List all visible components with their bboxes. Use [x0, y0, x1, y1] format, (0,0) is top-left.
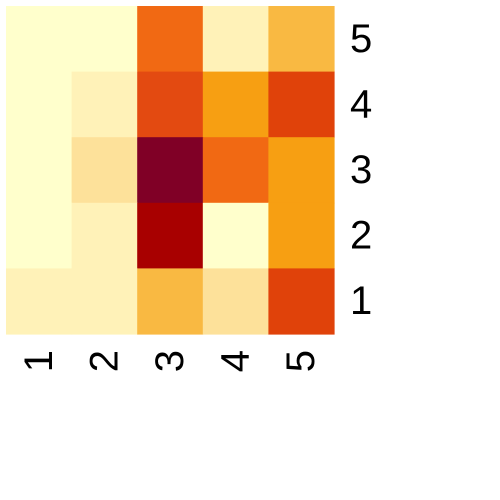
- heatmap-cell-x3-y1: [137, 268, 204, 335]
- heatmap-cell-x2-y1: [71, 268, 138, 335]
- heatmap-cell-x3-y2: [137, 202, 204, 269]
- y-tick-label-1: 1: [350, 279, 372, 323]
- heatmap-cell-x1-y1: [6, 268, 73, 335]
- heatmap-cell-x5-y4: [268, 71, 335, 138]
- x-tick-label-1: 1: [17, 350, 61, 372]
- heatmap-cell-x1-y3: [6, 137, 73, 204]
- x-tick-label-2: 2: [82, 350, 126, 372]
- heatmap-cell-x5-y1: [268, 268, 335, 335]
- x-tick-label-4: 4: [214, 350, 258, 372]
- y-tick-label-4: 4: [350, 82, 372, 126]
- heatmap-cell-x4-y5: [202, 6, 269, 73]
- y-tick-label-5: 5: [350, 17, 372, 61]
- y-tick-label-2: 2: [350, 214, 372, 258]
- x-tick-label-3: 3: [148, 350, 192, 372]
- heatmap-cell-x3-y4: [137, 71, 204, 138]
- heatmap-cell-x2-y4: [71, 71, 138, 138]
- heatmap-cell-x1-y2: [6, 202, 73, 269]
- heatmap-cell-x1-y4: [6, 71, 73, 138]
- heatmap-cell-x5-y3: [268, 137, 335, 204]
- x-tick-label-5: 5: [279, 350, 323, 372]
- heatmap-cell-x4-y4: [202, 71, 269, 138]
- heatmap-cell-x2-y5: [71, 6, 138, 73]
- heatmap-cell-x4-y1: [202, 268, 269, 335]
- heatmap-cell-x5-y5: [268, 6, 335, 73]
- heatmap-cell-x3-y5: [137, 6, 204, 73]
- y-tick-label-3: 3: [350, 148, 372, 192]
- heatmap-cell-x2-y2: [71, 202, 138, 269]
- heatmap-cell-x4-y2: [202, 202, 269, 269]
- y-axis-tick-labels: 5 4 3 2 1: [350, 17, 372, 323]
- heatmap-cell-x3-y3: [137, 137, 204, 204]
- heatmap-cell-x2-y3: [71, 137, 138, 204]
- heatmap-cell-x5-y2: [268, 202, 335, 269]
- heatmap-cell-x1-y5: [6, 6, 73, 73]
- heatmap-cells: [6, 6, 335, 335]
- heatmap-cell-x4-y3: [202, 137, 269, 204]
